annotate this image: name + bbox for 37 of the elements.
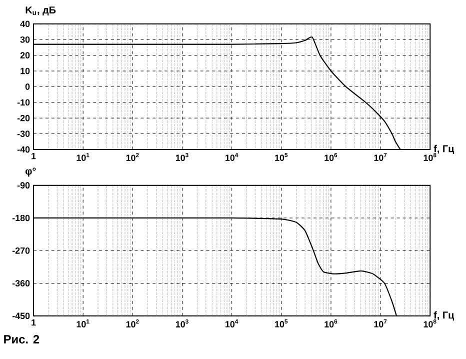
x-axis-title: f, Гц <box>434 145 454 154</box>
x-tick-label: 10$^{2}$ <box>126 320 139 328</box>
x-tick-label: 10$^{1}$ <box>76 320 90 328</box>
y-axis-title: K$_{u}$, дБ <box>26 6 56 16</box>
x-tick-label: 10$^{3}$ <box>176 153 188 162</box>
x-tick-label: 10$^{7}$ <box>374 153 387 162</box>
x-axis-title: f, Гц <box>434 311 454 321</box>
x-tick-label: 10$^{8}$ <box>424 320 436 328</box>
y-tick-label: -90 <box>17 182 30 189</box>
y-tick-label: -30 <box>17 130 30 138</box>
y-axis-title: φ° <box>26 168 36 177</box>
y-tick-label: 20 <box>20 52 30 59</box>
x-tick-label: 10$^{6}$ <box>324 320 338 328</box>
x-tick-label: 10$^{4}$ <box>226 320 238 328</box>
y-tick-label: 30 <box>20 36 30 43</box>
y-tick-label: 0 <box>25 84 30 90</box>
x-tick-label: 10$^{1}$ <box>76 153 90 162</box>
y-tick-label: -40 <box>17 146 30 153</box>
x-tick-label: 1 <box>32 153 36 160</box>
x-tick-label: 10$^{7}$ <box>374 320 387 328</box>
x-tick-label: 10$^{5}$ <box>275 320 288 328</box>
x-tick-label: 10$^{2}$ <box>126 153 139 162</box>
x-tick-label: 10$^{6}$ <box>324 153 338 162</box>
x-tick-label: 10$^{3}$ <box>176 320 188 328</box>
y-tick-label: -180 <box>12 214 30 222</box>
text: Рис. 2 <box>4 335 40 344</box>
x-tick-label: 10$^{8}$ <box>424 153 436 162</box>
y-tick-label: -360 <box>12 280 30 287</box>
y-tick-label: -270 <box>12 248 30 254</box>
y-tick-label: -10 <box>17 99 30 106</box>
x-tick-label: 10$^{4}$ <box>226 153 238 162</box>
y-tick-label: 40 <box>20 20 30 28</box>
x-tick-label: 10$^{5}$ <box>275 153 288 162</box>
y-tick-label: -20 <box>17 115 30 122</box>
y-tick-label: -450 <box>12 312 30 320</box>
x-tick-label: 1 <box>32 320 36 326</box>
y-tick-label: 10 <box>20 68 30 74</box>
